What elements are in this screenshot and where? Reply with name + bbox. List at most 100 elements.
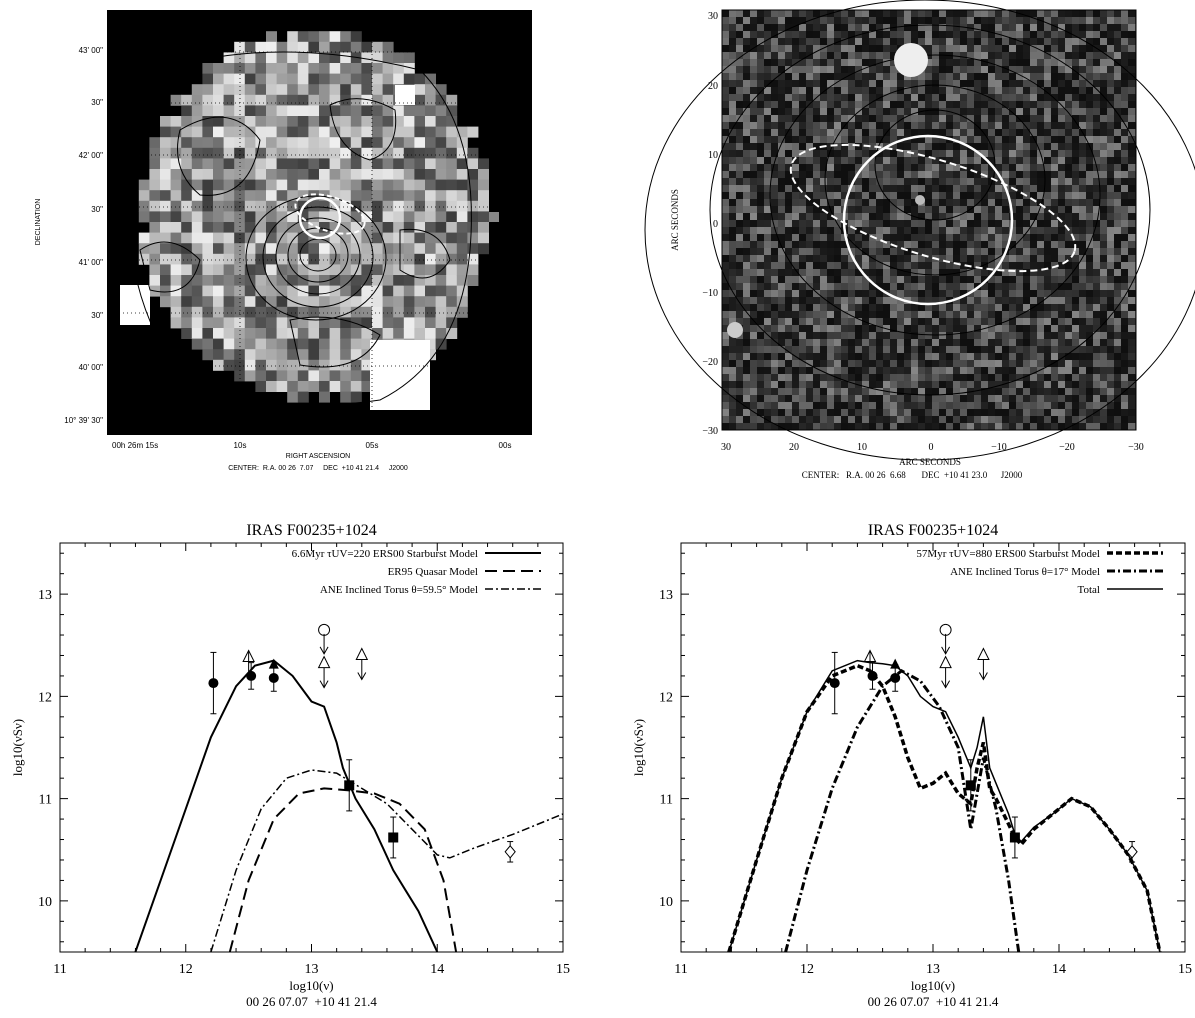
zoom-pixel bbox=[841, 304, 849, 312]
zoom-pixel bbox=[1086, 59, 1094, 67]
zoom-pixel bbox=[848, 318, 856, 326]
sky-map-y-tick-labels: 43' 00"30"42' 00"30"41' 00"30"40' 00"10°… bbox=[64, 46, 103, 425]
zoom-pixel bbox=[1093, 339, 1101, 347]
zoom-pixel bbox=[841, 346, 849, 354]
zoom-pixel bbox=[757, 73, 765, 81]
ra-axis-label: RIGHT ASCENSION bbox=[286, 453, 350, 460]
zoom-pixel bbox=[890, 416, 898, 424]
zoom-pixel bbox=[1002, 108, 1010, 116]
zoom-pixel bbox=[778, 374, 786, 382]
zoom-pixel bbox=[1016, 199, 1024, 207]
zoom-pixel bbox=[869, 136, 877, 144]
zoom-pixel bbox=[1121, 262, 1129, 270]
zoom-pixel bbox=[1107, 38, 1115, 46]
zoom-pixel bbox=[960, 346, 968, 354]
zoom-pixel bbox=[1079, 164, 1087, 172]
zoom-pixel bbox=[1065, 297, 1073, 305]
x-tick-label: 11 bbox=[53, 962, 66, 977]
zoom-pixel bbox=[946, 150, 954, 158]
zoom-pixel bbox=[974, 311, 982, 319]
zoom-pixel bbox=[967, 185, 975, 193]
sky-map-pixel bbox=[403, 222, 415, 233]
zoom-pixel bbox=[799, 185, 807, 193]
zoom-pixel bbox=[1079, 171, 1087, 179]
zoom-pixel bbox=[771, 241, 779, 249]
zoom-pixel bbox=[1086, 80, 1094, 88]
zoom-pixel bbox=[890, 276, 898, 284]
sky-map-pixel bbox=[361, 285, 373, 297]
zoom-pixel bbox=[1023, 395, 1031, 403]
zoom-pixel bbox=[855, 192, 863, 200]
zoom-pixel bbox=[1016, 192, 1024, 200]
zoom-x-tick-label: 20 bbox=[789, 442, 799, 453]
zoom-pixel bbox=[785, 227, 793, 235]
zoom-pixel bbox=[1044, 409, 1052, 417]
zoom-pixel bbox=[953, 220, 961, 228]
sky-map-x-tick-label: 10s bbox=[234, 441, 247, 450]
sky-map-pixel bbox=[149, 211, 161, 223]
zoom-pixel bbox=[904, 402, 912, 410]
zoom-pixel bbox=[771, 311, 779, 319]
zoom-pixel bbox=[939, 10, 947, 18]
sky-map-pixel bbox=[266, 105, 277, 117]
zoom-pixel bbox=[771, 409, 779, 417]
zoom-pixel bbox=[1009, 87, 1017, 95]
zoom-pixel bbox=[806, 339, 814, 347]
zoom-pixel bbox=[1121, 129, 1129, 137]
zoom-pixel bbox=[925, 402, 933, 410]
zoom-pixel bbox=[1100, 38, 1108, 46]
sky-map-pixel bbox=[202, 126, 214, 138]
zoom-pixel bbox=[841, 115, 849, 123]
zoom-pixel bbox=[953, 101, 961, 109]
zoom-pixel bbox=[1121, 332, 1129, 340]
zoom-pixel bbox=[1023, 311, 1031, 319]
zoom-pixel bbox=[792, 367, 800, 375]
zoom-pixel bbox=[1114, 360, 1122, 368]
zoom-pixel bbox=[1079, 31, 1087, 39]
zoom-pixel bbox=[771, 115, 779, 123]
zoom-pixel bbox=[1065, 45, 1073, 53]
zoom-pixel bbox=[855, 52, 863, 60]
zoom-pixel bbox=[729, 17, 737, 25]
sky-map-pixel bbox=[202, 147, 214, 159]
zoom-pixel bbox=[785, 269, 793, 277]
zoom-pixel bbox=[974, 101, 982, 109]
zoom-pixel bbox=[1086, 374, 1094, 382]
sky-map-pixel bbox=[350, 158, 362, 170]
zoom-pixel bbox=[1016, 129, 1024, 137]
sky-map-pixel bbox=[382, 137, 394, 149]
sky-map-pixel bbox=[170, 200, 182, 212]
sky-map-pixel bbox=[234, 179, 246, 191]
zoom-pixel bbox=[855, 157, 863, 165]
sky-map-pixel bbox=[308, 243, 320, 255]
zoom-pixel bbox=[785, 59, 793, 67]
zoom-pixel bbox=[925, 178, 933, 186]
zoom-pixel bbox=[1065, 31, 1073, 39]
sky-map-pixel bbox=[223, 296, 235, 308]
zoom-pixel bbox=[1044, 24, 1052, 32]
zoom-pixel bbox=[855, 185, 863, 193]
zoom-pixel bbox=[883, 115, 891, 123]
zoom-pixel bbox=[1037, 388, 1045, 396]
zoom-pixel bbox=[722, 311, 730, 319]
zoom-pixel bbox=[855, 283, 863, 291]
zoom-pixel bbox=[932, 395, 940, 403]
zoom-pixel bbox=[925, 388, 933, 396]
zoom-pixel bbox=[813, 199, 821, 207]
sky-map-pixel bbox=[234, 296, 246, 308]
sed-subtitle: 00 26 07.07 +10 41 21.4 bbox=[246, 994, 377, 1009]
sky-map-pixel bbox=[149, 200, 161, 212]
zoom-pixel bbox=[883, 213, 891, 221]
zoom-pixel bbox=[1079, 94, 1087, 102]
zoom-pixel bbox=[799, 73, 807, 81]
zoom-pixel bbox=[1044, 395, 1052, 403]
zoom-pixel bbox=[1009, 178, 1017, 186]
zoom-pixel bbox=[792, 129, 800, 137]
zoom-pixel bbox=[771, 416, 779, 424]
zoom-pixel bbox=[1079, 332, 1087, 340]
sky-map-pixel bbox=[213, 137, 224, 149]
zoom-pixel bbox=[1114, 171, 1122, 179]
zoom-pixel bbox=[722, 38, 730, 46]
zoom-pixel bbox=[876, 402, 884, 410]
sky-map-pixel bbox=[276, 243, 288, 255]
